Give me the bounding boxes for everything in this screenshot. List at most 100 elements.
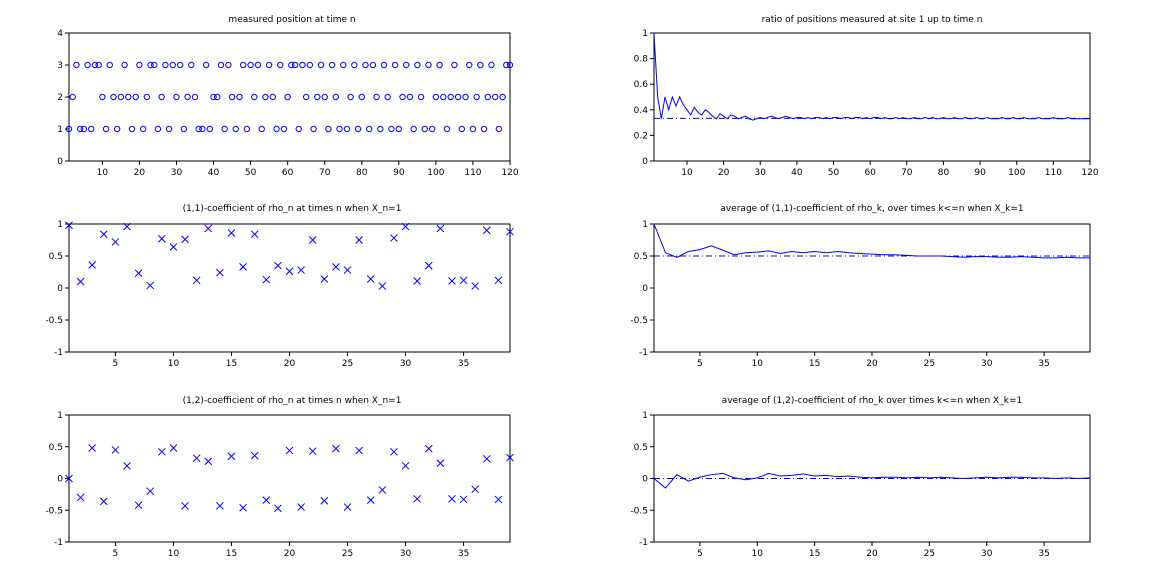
data-point (347, 93, 354, 101)
data-point (221, 125, 228, 133)
data-point (432, 93, 440, 101)
data-point (378, 486, 387, 494)
chart-title: ratio of positions measured at site 1 up… (762, 15, 983, 25)
x-tick-label: 5 (113, 359, 119, 369)
data-point (262, 496, 271, 504)
y-tick-label: -0.5 (630, 316, 648, 326)
data-point (401, 461, 410, 470)
data-point (362, 61, 369, 69)
chart-title: measured position at time n (228, 15, 355, 25)
data-point (340, 61, 347, 69)
data-point (232, 125, 239, 133)
x-tick-label: 15 (809, 549, 820, 559)
data-point (123, 461, 131, 470)
data-point (88, 261, 97, 269)
x-tick-label: 90 (974, 168, 986, 178)
data-point (88, 444, 97, 452)
x-tick-label: 20 (866, 359, 878, 369)
data-point (250, 230, 259, 239)
data-point (216, 501, 224, 510)
data-point (388, 125, 395, 133)
data-point (428, 125, 436, 133)
data-point (506, 227, 514, 236)
y-tick-label: 1 (642, 411, 648, 421)
data-point (65, 474, 73, 483)
data-point (147, 61, 154, 69)
x-tick-label: 20 (718, 168, 730, 178)
data-point (95, 61, 102, 69)
data-point (180, 125, 188, 133)
data-point (110, 93, 117, 101)
y-tick-label: 1 (642, 29, 648, 39)
data-point (146, 487, 155, 496)
y-tick-label: 0 (57, 284, 63, 294)
data-point (378, 282, 387, 290)
y-tick-label: 4 (57, 29, 63, 39)
y-tick-label: 0.2 (634, 131, 648, 141)
data-point (414, 61, 421, 69)
data-point (477, 61, 484, 69)
data-point (354, 125, 362, 133)
data-point (288, 61, 295, 69)
x-tick-label: 10 (97, 168, 109, 178)
data-point (165, 125, 173, 133)
x-tick-label: 10 (168, 549, 180, 559)
data-point (459, 495, 468, 504)
y-tick-label: 0 (642, 157, 648, 167)
data-point (169, 243, 178, 251)
x-tick-label: 120 (501, 168, 518, 178)
data-point (308, 447, 317, 456)
data-point (440, 93, 447, 101)
data-point (401, 222, 410, 231)
data-point (184, 93, 191, 101)
data-point (206, 125, 214, 133)
data-point (459, 276, 468, 285)
data-point (154, 125, 162, 133)
data-point (173, 93, 180, 101)
data-point (199, 125, 206, 133)
chart-title: (1,1)-coefficient of rho_n at times n wh… (183, 204, 402, 214)
chart-title: average of (1,2)-coefficient of rho_k ov… (722, 396, 1022, 406)
x-tick-label: 80 (938, 168, 950, 178)
data-point (143, 93, 151, 101)
x-tick-label: 35 (1038, 359, 1049, 369)
data-point (247, 61, 254, 69)
data-point (436, 459, 445, 468)
panel-rho11-average: average of (1,1)-coefficient of rho_k, o… (630, 204, 1091, 369)
x-tick-label: 5 (697, 359, 703, 369)
data-point (373, 93, 380, 101)
x-tick-label: 70 (319, 168, 331, 178)
data-point (494, 276, 503, 285)
x-tick-label: 40 (791, 168, 803, 178)
x-tick-label: 120 (1081, 168, 1098, 178)
data-point (351, 61, 358, 69)
data-point (366, 275, 375, 283)
y-tick-label: 1 (57, 220, 63, 230)
y-tick-label: 0.8 (634, 55, 649, 65)
data-point (128, 125, 136, 133)
x-tick-label: 15 (226, 549, 237, 559)
data-point (285, 267, 294, 276)
data-point (195, 125, 202, 133)
data-point (192, 276, 201, 285)
series-line (653, 32, 1090, 121)
data-point (417, 93, 425, 101)
data-point (499, 93, 506, 101)
data-point (451, 61, 458, 69)
data-point (99, 93, 106, 101)
data-point (399, 93, 406, 101)
x-tick-label: 20 (284, 359, 296, 369)
data-point (328, 61, 336, 69)
data-point (320, 275, 329, 283)
x-tick-label: 30 (400, 549, 412, 559)
x-tick-label: 20 (284, 549, 296, 559)
data-point (320, 496, 329, 505)
data-point (117, 93, 125, 101)
data-point (228, 93, 236, 101)
data-point (336, 125, 343, 133)
chart-title: average of (1,1)-coefficient of rho_k, o… (720, 204, 1023, 214)
x-tick-label: 10 (168, 359, 180, 369)
x-tick-label: 20 (134, 168, 146, 178)
x-tick-label: 80 (356, 168, 368, 178)
